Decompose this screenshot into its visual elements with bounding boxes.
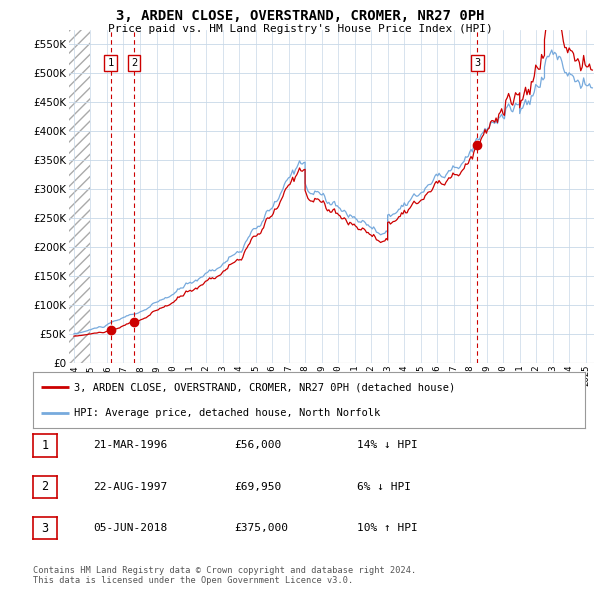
Text: 1: 1	[107, 58, 114, 68]
Bar	[91, 30, 594, 363]
Bar	[69, 30, 91, 363]
Text: 3: 3	[41, 522, 49, 535]
Text: £69,950: £69,950	[234, 482, 281, 491]
Text: 3, ARDEN CLOSE, OVERSTRAND, CROMER, NR27 0PH: 3, ARDEN CLOSE, OVERSTRAND, CROMER, NR27…	[116, 9, 484, 24]
Text: £375,000: £375,000	[234, 523, 288, 533]
Text: 1: 1	[41, 439, 49, 452]
Text: 10% ↑ HPI: 10% ↑ HPI	[357, 523, 418, 533]
Text: 2: 2	[41, 480, 49, 493]
Text: 3: 3	[474, 58, 481, 68]
Text: 3, ARDEN CLOSE, OVERSTRAND, CROMER, NR27 0PH (detached house): 3, ARDEN CLOSE, OVERSTRAND, CROMER, NR27…	[74, 382, 455, 392]
Text: 22-AUG-1997: 22-AUG-1997	[93, 482, 167, 491]
Text: 21-MAR-1996: 21-MAR-1996	[93, 441, 167, 450]
Text: HPI: Average price, detached house, North Norfolk: HPI: Average price, detached house, Nort…	[74, 408, 380, 418]
Text: 2: 2	[131, 58, 137, 68]
Text: 6% ↓ HPI: 6% ↓ HPI	[357, 482, 411, 491]
Text: 05-JUN-2018: 05-JUN-2018	[93, 523, 167, 533]
Text: £56,000: £56,000	[234, 441, 281, 450]
Text: Price paid vs. HM Land Registry's House Price Index (HPI): Price paid vs. HM Land Registry's House …	[107, 24, 493, 34]
Text: 14% ↓ HPI: 14% ↓ HPI	[357, 441, 418, 450]
Text: Contains HM Land Registry data © Crown copyright and database right 2024.
This d: Contains HM Land Registry data © Crown c…	[33, 566, 416, 585]
